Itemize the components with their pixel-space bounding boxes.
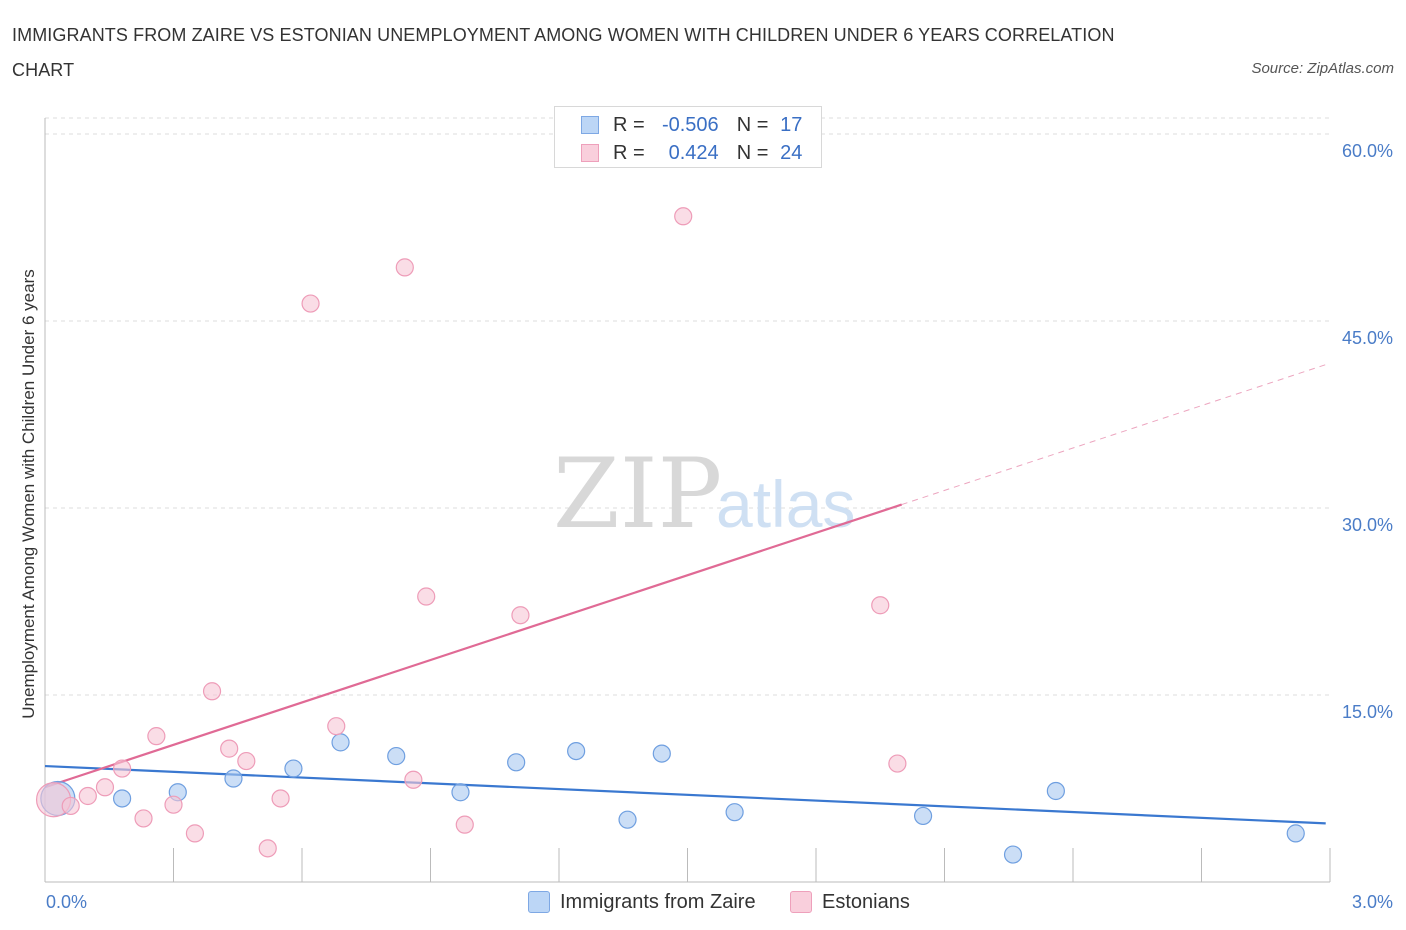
estonian-point: [417, 587, 436, 606]
zaire-point: [331, 733, 350, 752]
estonian-point: [78, 786, 97, 806]
watermark-atlas: atlas: [716, 467, 855, 541]
estonian-point: [871, 596, 890, 615]
bottom-legend-zaire: Immigrants from Zaire: [528, 888, 756, 916]
legend-r-label: R =: [613, 141, 645, 164]
point-layer: [35, 207, 1305, 864]
estonian-point: [511, 606, 530, 625]
trend-line-1: [44, 503, 903, 789]
estonian-point: [147, 727, 166, 746]
bottom-legend-estonians: Estonians: [790, 888, 910, 916]
zaire-point: [224, 769, 243, 788]
chart-title: IMMIGRANTS FROM ZAIRE VS ESTONIAN UNEMPL…: [12, 25, 1115, 80]
grid-layer: [45, 117, 1330, 696]
bottom-legend-label-estonians: Estonians: [822, 890, 910, 913]
zaire-point: [112, 789, 132, 808]
zaire-point: [284, 759, 303, 778]
legend-r-value-zaire: -0.506: [661, 113, 719, 136]
zaire-point: [1046, 781, 1065, 801]
estonian-point: [134, 809, 153, 828]
estonian-point: [61, 796, 80, 816]
y-axis-title: Unemployment Among Women with Children U…: [19, 269, 38, 718]
y-tick-label: 45.0%: [1342, 328, 1393, 348]
estonian-point: [220, 739, 239, 758]
watermark: ZIP atlas: [553, 438, 855, 550]
estonian-point: [95, 778, 115, 797]
legend-row-estonians: R = 0.424 N = 24: [581, 140, 802, 166]
legend-r-label: R =: [613, 113, 645, 136]
legend-n-label: N =: [736, 113, 769, 136]
zaire-point: [507, 753, 526, 772]
tick-label-layer: 15.0% 30.0% 45.0% 60.0% 0.0% 3.0%: [46, 141, 1393, 912]
zaire-point: [387, 746, 406, 766]
zaire-point: [725, 803, 744, 822]
estonian-point: [404, 770, 423, 789]
zaire-point: [1003, 845, 1023, 864]
source-label: Source: ZipAtlas.com: [1251, 60, 1394, 77]
estonian-point: [202, 682, 222, 701]
zaire-point: [652, 744, 671, 763]
legend-r-value-estonians: 0.424: [668, 141, 719, 164]
x-tick-label-min: 0.0%: [46, 892, 87, 912]
legend-swatch-estonians: [581, 144, 599, 162]
y-tick-label: 15.0%: [1342, 702, 1393, 722]
estonian-point: [888, 754, 907, 773]
estonian-point: [112, 759, 132, 778]
bottom-legend-swatch-zaire: [528, 891, 550, 913]
estonian-point: [164, 795, 183, 814]
zaire-point: [913, 806, 933, 826]
legend-swatch-zaire: [581, 116, 599, 134]
estonian-point: [185, 824, 205, 843]
trend-line-0: [44, 764, 1326, 825]
estonian-point: [674, 207, 693, 226]
estonian-point: [455, 815, 474, 834]
zaire-point: [618, 810, 637, 829]
y-tick-label: 60.0%: [1342, 141, 1393, 161]
estonian-point: [271, 789, 290, 808]
legend-n-value-estonians: 24: [780, 141, 803, 164]
zaire-point: [567, 741, 586, 761]
watermark-zip: ZIP: [553, 438, 722, 550]
estonian-point: [237, 751, 256, 771]
estonian-point: [395, 258, 414, 277]
legend-n-value-zaire: 17: [780, 113, 803, 136]
y-tick-label: 30.0%: [1342, 515, 1393, 535]
zaire-point: [1286, 824, 1305, 843]
legend-row-zaire: R = -0.506 N = 17: [581, 112, 802, 138]
bottom-legend-label-zaire: Immigrants from Zaire: [560, 890, 756, 913]
correlation-legend: R = -0.506 N = 17 R = 0.424 N = 24: [554, 106, 822, 168]
trend-line-extension-1: [901, 364, 1326, 506]
estonian-point: [258, 839, 277, 858]
axis-layer: [44, 118, 1331, 883]
legend-n-label: N =: [736, 141, 769, 164]
bottom-legend-swatch-estonians: [790, 891, 812, 913]
trend-layer: [44, 364, 1326, 825]
zaire-point: [451, 783, 470, 802]
x-tick-label-max: 3.0%: [1352, 892, 1393, 912]
estonian-point: [327, 717, 346, 736]
estonian-point: [301, 294, 320, 313]
